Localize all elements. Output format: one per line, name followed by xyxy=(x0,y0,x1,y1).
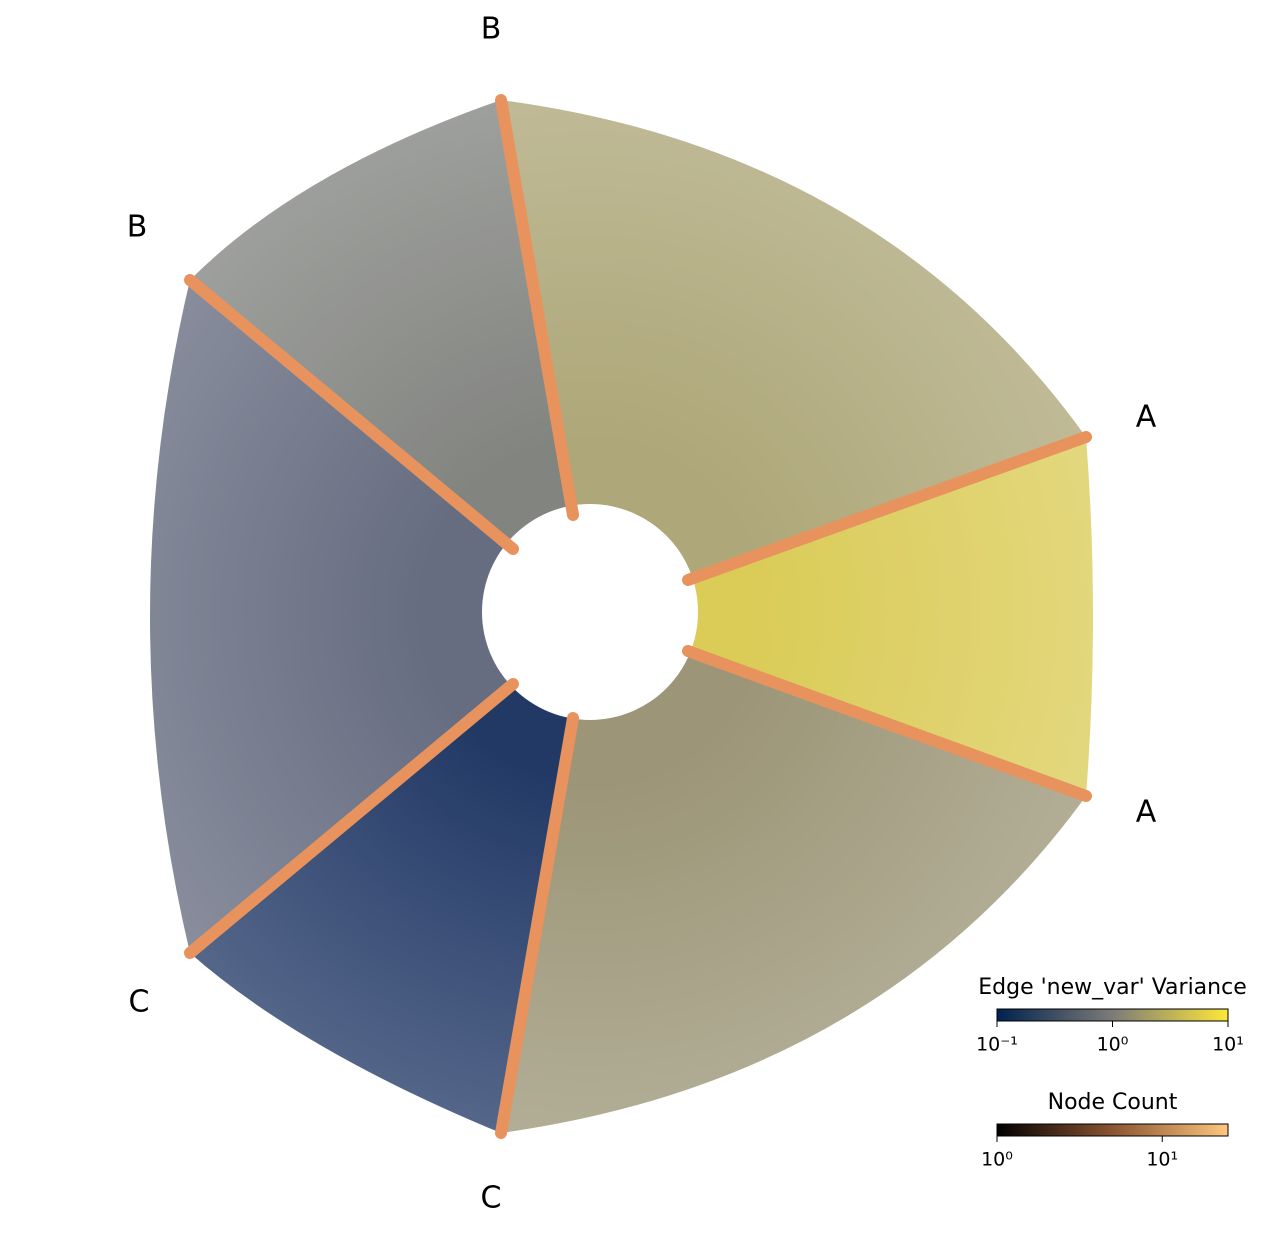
hole xyxy=(482,504,698,720)
hive-axis xyxy=(495,94,579,521)
colorbar-tick-label: 10¹ xyxy=(1146,1149,1178,1171)
hive-axis xyxy=(184,274,519,555)
colorbar-tick-label: 10⁻¹ xyxy=(976,1034,1018,1056)
axis-label: C xyxy=(129,985,150,1020)
hive-axis xyxy=(495,712,579,1139)
axis-label: C xyxy=(481,1181,502,1216)
axis-label: B xyxy=(127,210,148,245)
axis-label: A xyxy=(1136,795,1157,830)
hive-axis xyxy=(682,431,1092,586)
colorbar-title: Node Count xyxy=(1048,1090,1178,1115)
hive-axes xyxy=(184,94,1092,1139)
colorbar-tick-label: 10⁰ xyxy=(981,1149,1013,1171)
colorbar-title: Edge 'new_var' Variance xyxy=(978,975,1247,1000)
colorbar-tick-label: 10¹ xyxy=(1212,1034,1244,1056)
colorbar-tick-label: 10⁰ xyxy=(1097,1034,1129,1056)
hive-axis xyxy=(184,678,519,959)
colorbar xyxy=(996,1123,1229,1137)
hive-axis xyxy=(682,645,1092,802)
axis-label: A xyxy=(1136,400,1157,435)
axis-label: B xyxy=(481,12,502,47)
colorbar xyxy=(996,1008,1229,1022)
